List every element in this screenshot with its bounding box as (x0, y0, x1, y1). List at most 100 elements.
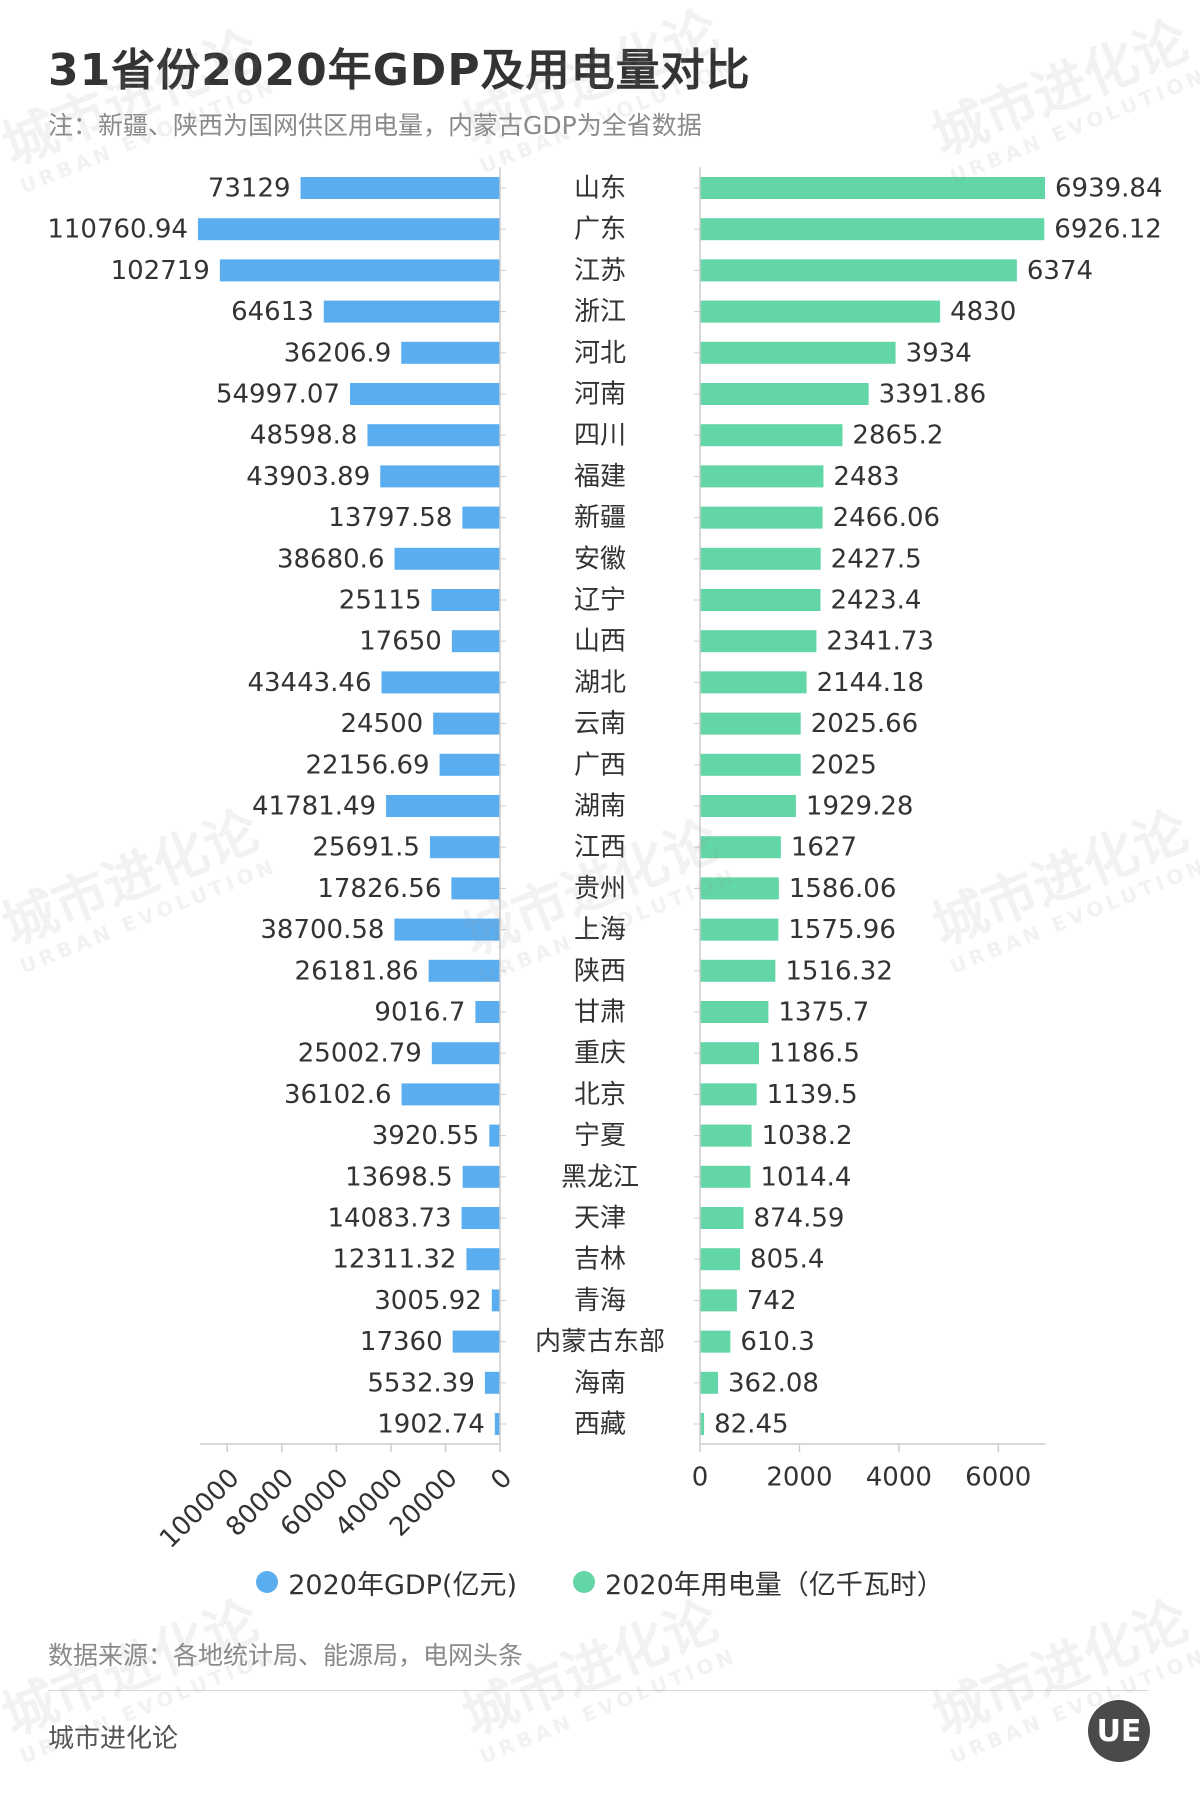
gdp-data-label: 13698.5 (345, 1162, 453, 1192)
gdp-bar (452, 1330, 500, 1353)
category-label: 浙江 (574, 297, 626, 327)
category-label: 陕西 (574, 956, 626, 986)
power-bar (700, 630, 817, 653)
legend-power-marker (573, 1571, 596, 1593)
power-bar (700, 1083, 757, 1106)
category-label: 贵州 (574, 874, 626, 904)
power-data-label: 1038.2 (762, 1121, 853, 1151)
power-data-label: 2427.5 (831, 544, 922, 574)
power-bar (700, 589, 821, 611)
power-tick-label: 0 (692, 1463, 709, 1493)
power-bar (700, 1248, 741, 1271)
category-label: 北京 (574, 1080, 626, 1110)
power-data-label: 1375.7 (778, 998, 869, 1028)
gdp-bar (401, 341, 500, 364)
gdp-data-label: 12311.32 (332, 1245, 456, 1275)
legend-power-label: 2020年用电量（亿千瓦时） (605, 1569, 944, 1601)
watermark: 城市进化论 URBAN EVOLUTION (923, 1588, 1200, 1769)
power-data-label: 1516.32 (785, 956, 893, 986)
legend-item-gdp[interactable]: 2020年GDP(亿元) (256, 1563, 517, 1602)
power-data-label: 1575.96 (788, 915, 896, 945)
gdp-bar (494, 1413, 500, 1435)
gdp-data-label: 22156.69 (306, 750, 430, 780)
category-label: 天津 (574, 1204, 626, 1234)
gdp-bar (401, 1083, 500, 1106)
gdp-bar (350, 383, 500, 405)
power-data-label: 2466.06 (833, 503, 941, 533)
power-bar (700, 1413, 705, 1435)
gdp-data-label: 38680.6 (277, 544, 385, 574)
legend-gdp-marker (256, 1571, 279, 1593)
gdp-bar (300, 177, 500, 199)
gdp-bar (394, 918, 500, 941)
power-data-label: 6939.84 (1055, 174, 1163, 204)
power-data-label: 2025 (811, 750, 877, 780)
gdp-data-label: 38700.58 (260, 915, 384, 945)
power-data-label: 1627 (791, 833, 857, 863)
power-data-label: 362.08 (728, 1368, 819, 1398)
power-data-label: 6926.12 (1054, 215, 1162, 245)
power-data-label: 2025.66 (811, 709, 919, 739)
category-label: 重庆 (574, 1039, 626, 1069)
category-label: 广东 (574, 215, 626, 245)
chart-legend: 2020年GDP(亿元) 2020年用电量（亿千瓦时） (0, 1562, 1200, 1602)
gdp-bar (484, 1371, 500, 1394)
category-label: 辽宁 (574, 586, 626, 616)
category-label: 上海 (574, 915, 626, 945)
power-bar (700, 506, 823, 529)
power-data-label: 2341.73 (826, 627, 934, 657)
power-data-label: 3391.86 (879, 380, 987, 410)
power-data-label: 2144.18 (817, 668, 925, 698)
power-tick-label: 6000 (965, 1463, 1031, 1493)
gdp-bar (475, 1001, 500, 1023)
power-bar (700, 341, 896, 364)
chart-title: 31省份2020年GDP及用电量对比 (48, 45, 751, 96)
legend-item-power[interactable]: 2020年用电量（亿千瓦时） (573, 1563, 944, 1602)
category-label: 黑龙江 (561, 1162, 639, 1192)
gdp-data-label: 13797.58 (328, 503, 452, 533)
gdp-data-label: 25115 (339, 586, 422, 616)
gdp-data-label: 25691.5 (312, 833, 420, 863)
power-bar (700, 177, 1045, 199)
power-bar (700, 218, 1045, 241)
gdp-data-label: 43903.89 (246, 462, 370, 492)
gdp-bar (462, 1165, 500, 1188)
power-data-label: 82.45 (714, 1410, 788, 1440)
category-label: 四川 (574, 421, 626, 451)
category-label: 湖北 (574, 668, 626, 698)
category-label: 吉林 (574, 1245, 626, 1275)
power-data-label: 742 (747, 1286, 797, 1316)
category-label: 甘肃 (574, 998, 626, 1028)
gdp-data-label: 41781.49 (252, 792, 376, 822)
gdp-data-label: 24500 (340, 709, 423, 739)
gdp-bar (439, 753, 500, 776)
power-data-label: 4830 (950, 297, 1016, 327)
category-label: 福建 (574, 462, 626, 492)
power-bar (700, 918, 779, 941)
gdp-bar (394, 547, 500, 570)
power-data-label: 1014.4 (760, 1162, 851, 1192)
power-bar (700, 1165, 751, 1188)
gdp-data-label: 3920.55 (372, 1121, 480, 1151)
gdp-data-label: 36102.6 (284, 1080, 392, 1110)
power-bar (700, 712, 801, 735)
gdp-bar (461, 1207, 500, 1229)
category-label: 山东 (574, 174, 626, 204)
category-label: 江西 (574, 833, 626, 863)
legend-gdp-label: 2020年GDP(亿元) (288, 1569, 518, 1601)
brand-name: 城市进化论 (48, 1724, 179, 1754)
power-data-label: 3934 (906, 338, 972, 368)
category-label: 内蒙古东部 (535, 1327, 665, 1357)
gdp-data-label: 102719 (111, 256, 210, 286)
data-source: 数据来源：各地统计局、能源局，电网头条 (48, 1641, 524, 1670)
power-data-label: 874.59 (753, 1204, 844, 1234)
power-data-label: 2483 (833, 462, 899, 492)
watermark: 城市进化论 URBAN EVOLUTION (453, 1588, 741, 1769)
gdp-bar (367, 424, 500, 447)
power-data-label: 610.3 (740, 1327, 814, 1357)
category-label: 安徽 (574, 544, 626, 574)
gdp-bar (219, 259, 500, 282)
power-data-label: 2423.4 (830, 586, 921, 616)
gdp-bar (433, 712, 500, 735)
gdp-data-label: 3005.92 (374, 1286, 482, 1316)
